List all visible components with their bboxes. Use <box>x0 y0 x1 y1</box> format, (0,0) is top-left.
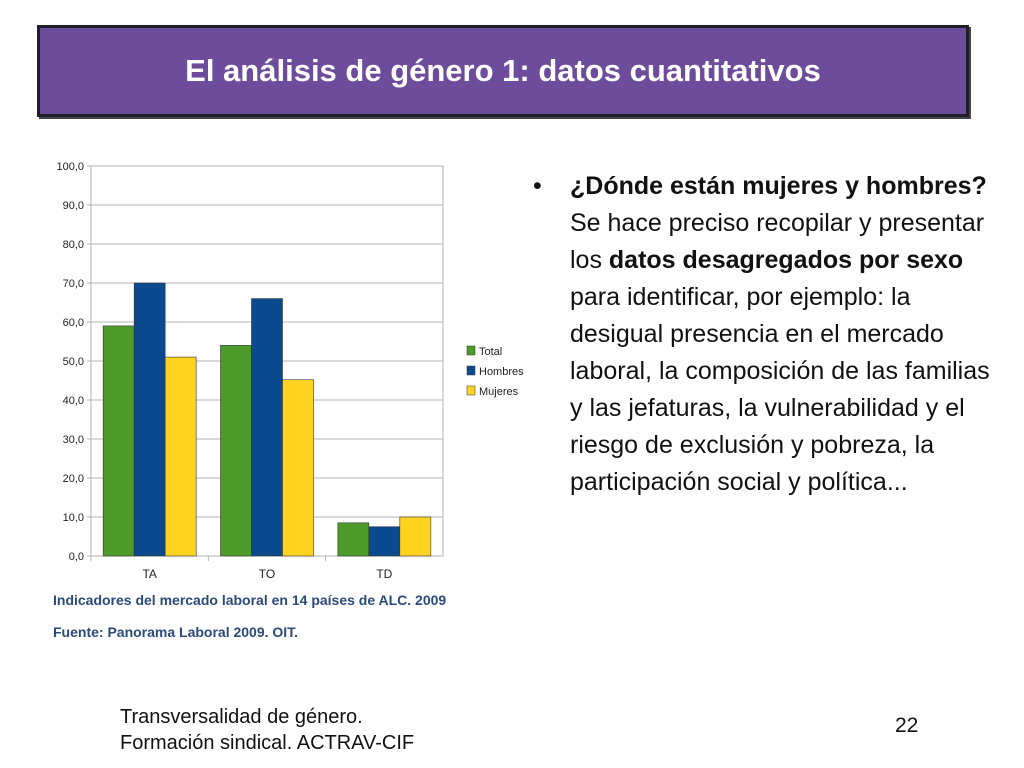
bar-total-ta <box>102 325 135 557</box>
y-tick-label: 40,0 <box>63 395 84 407</box>
x-tick-label: TO <box>259 567 275 581</box>
bullet-segment: datos desagregados por sexo <box>608 246 964 274</box>
bullet-text: ¿Dónde están mujeres y hombres? Se hace … <box>570 168 1003 501</box>
y-tick-label: 10,0 <box>63 512 84 524</box>
title-box: El análisis de género 1: datos cuantitat… <box>37 25 969 117</box>
bar-total-td <box>337 522 370 557</box>
y-tick-label: 70,0 <box>63 278 84 290</box>
y-tick-label: 0,0 <box>69 551 84 563</box>
y-tick-label: 80,0 <box>63 239 84 251</box>
y-tick-label: 100,0 <box>56 161 84 173</box>
chart-source: Fuente: Panorama Laboral 2009. OIT. <box>53 624 299 640</box>
bar-mujeres-ta <box>164 356 197 557</box>
footer-line-1: Transversalidad de género. <box>120 706 363 728</box>
legend-label: Hombres <box>479 366 524 378</box>
bar-total-to <box>220 345 252 557</box>
legend-label: Mujeres <box>479 386 519 398</box>
footer: Transversalidad de género. Formación sin… <box>120 704 414 756</box>
bar-hombres-ta <box>133 282 166 557</box>
y-tick-label: 60,0 <box>63 317 84 329</box>
x-tick-label: TA <box>142 567 156 581</box>
x-tick-label: TD <box>376 567 392 581</box>
y-tick-label: 30,0 <box>63 434 84 446</box>
chart-caption: Indicadores del mercado laboral en 14 pa… <box>53 592 447 608</box>
bar-mujeres-to <box>282 379 314 557</box>
chart-canvas: 0,0 10,0 20,0 30,0 40,0 50,0 60,0 70,0 80,0 90,0 1… <box>56 161 524 581</box>
legend-swatch <box>466 345 476 356</box>
bullet-list: • ¿Dónde están mujeres y hombres? Se hac… <box>533 168 1003 501</box>
bullet-segment: Se hace preciso recopilar y presentar lo… <box>570 209 985 274</box>
bullet-segment: para identificar, por ejemplo: la desigu… <box>570 283 990 496</box>
y-tick-label: 50,0 <box>63 356 84 368</box>
legend-swatch <box>466 385 476 396</box>
y-tick-label: 20,0 <box>63 473 84 485</box>
legend-label: Total <box>479 346 502 358</box>
bullet-symbol: • <box>533 172 542 200</box>
footer-line-2: Formación sindical. ACTRAV-CIF <box>120 732 415 754</box>
bar-hombres-td <box>368 526 401 557</box>
page-number: 22 <box>895 714 919 737</box>
bar-hombres-to <box>251 298 283 557</box>
legend-swatch <box>466 365 476 376</box>
bullet-segment: ¿Dónde están mujeres y hombres? <box>570 172 987 200</box>
bar-mujeres-td <box>399 516 432 557</box>
slide-title: El análisis de género 1: datos cuantitat… <box>185 53 821 88</box>
y-tick-label: 90,0 <box>63 200 84 212</box>
bar-chart: 0,0 10,0 20,0 30,0 40,0 50,0 60,0 70,0 80,0 90,0 1… <box>45 150 525 650</box>
